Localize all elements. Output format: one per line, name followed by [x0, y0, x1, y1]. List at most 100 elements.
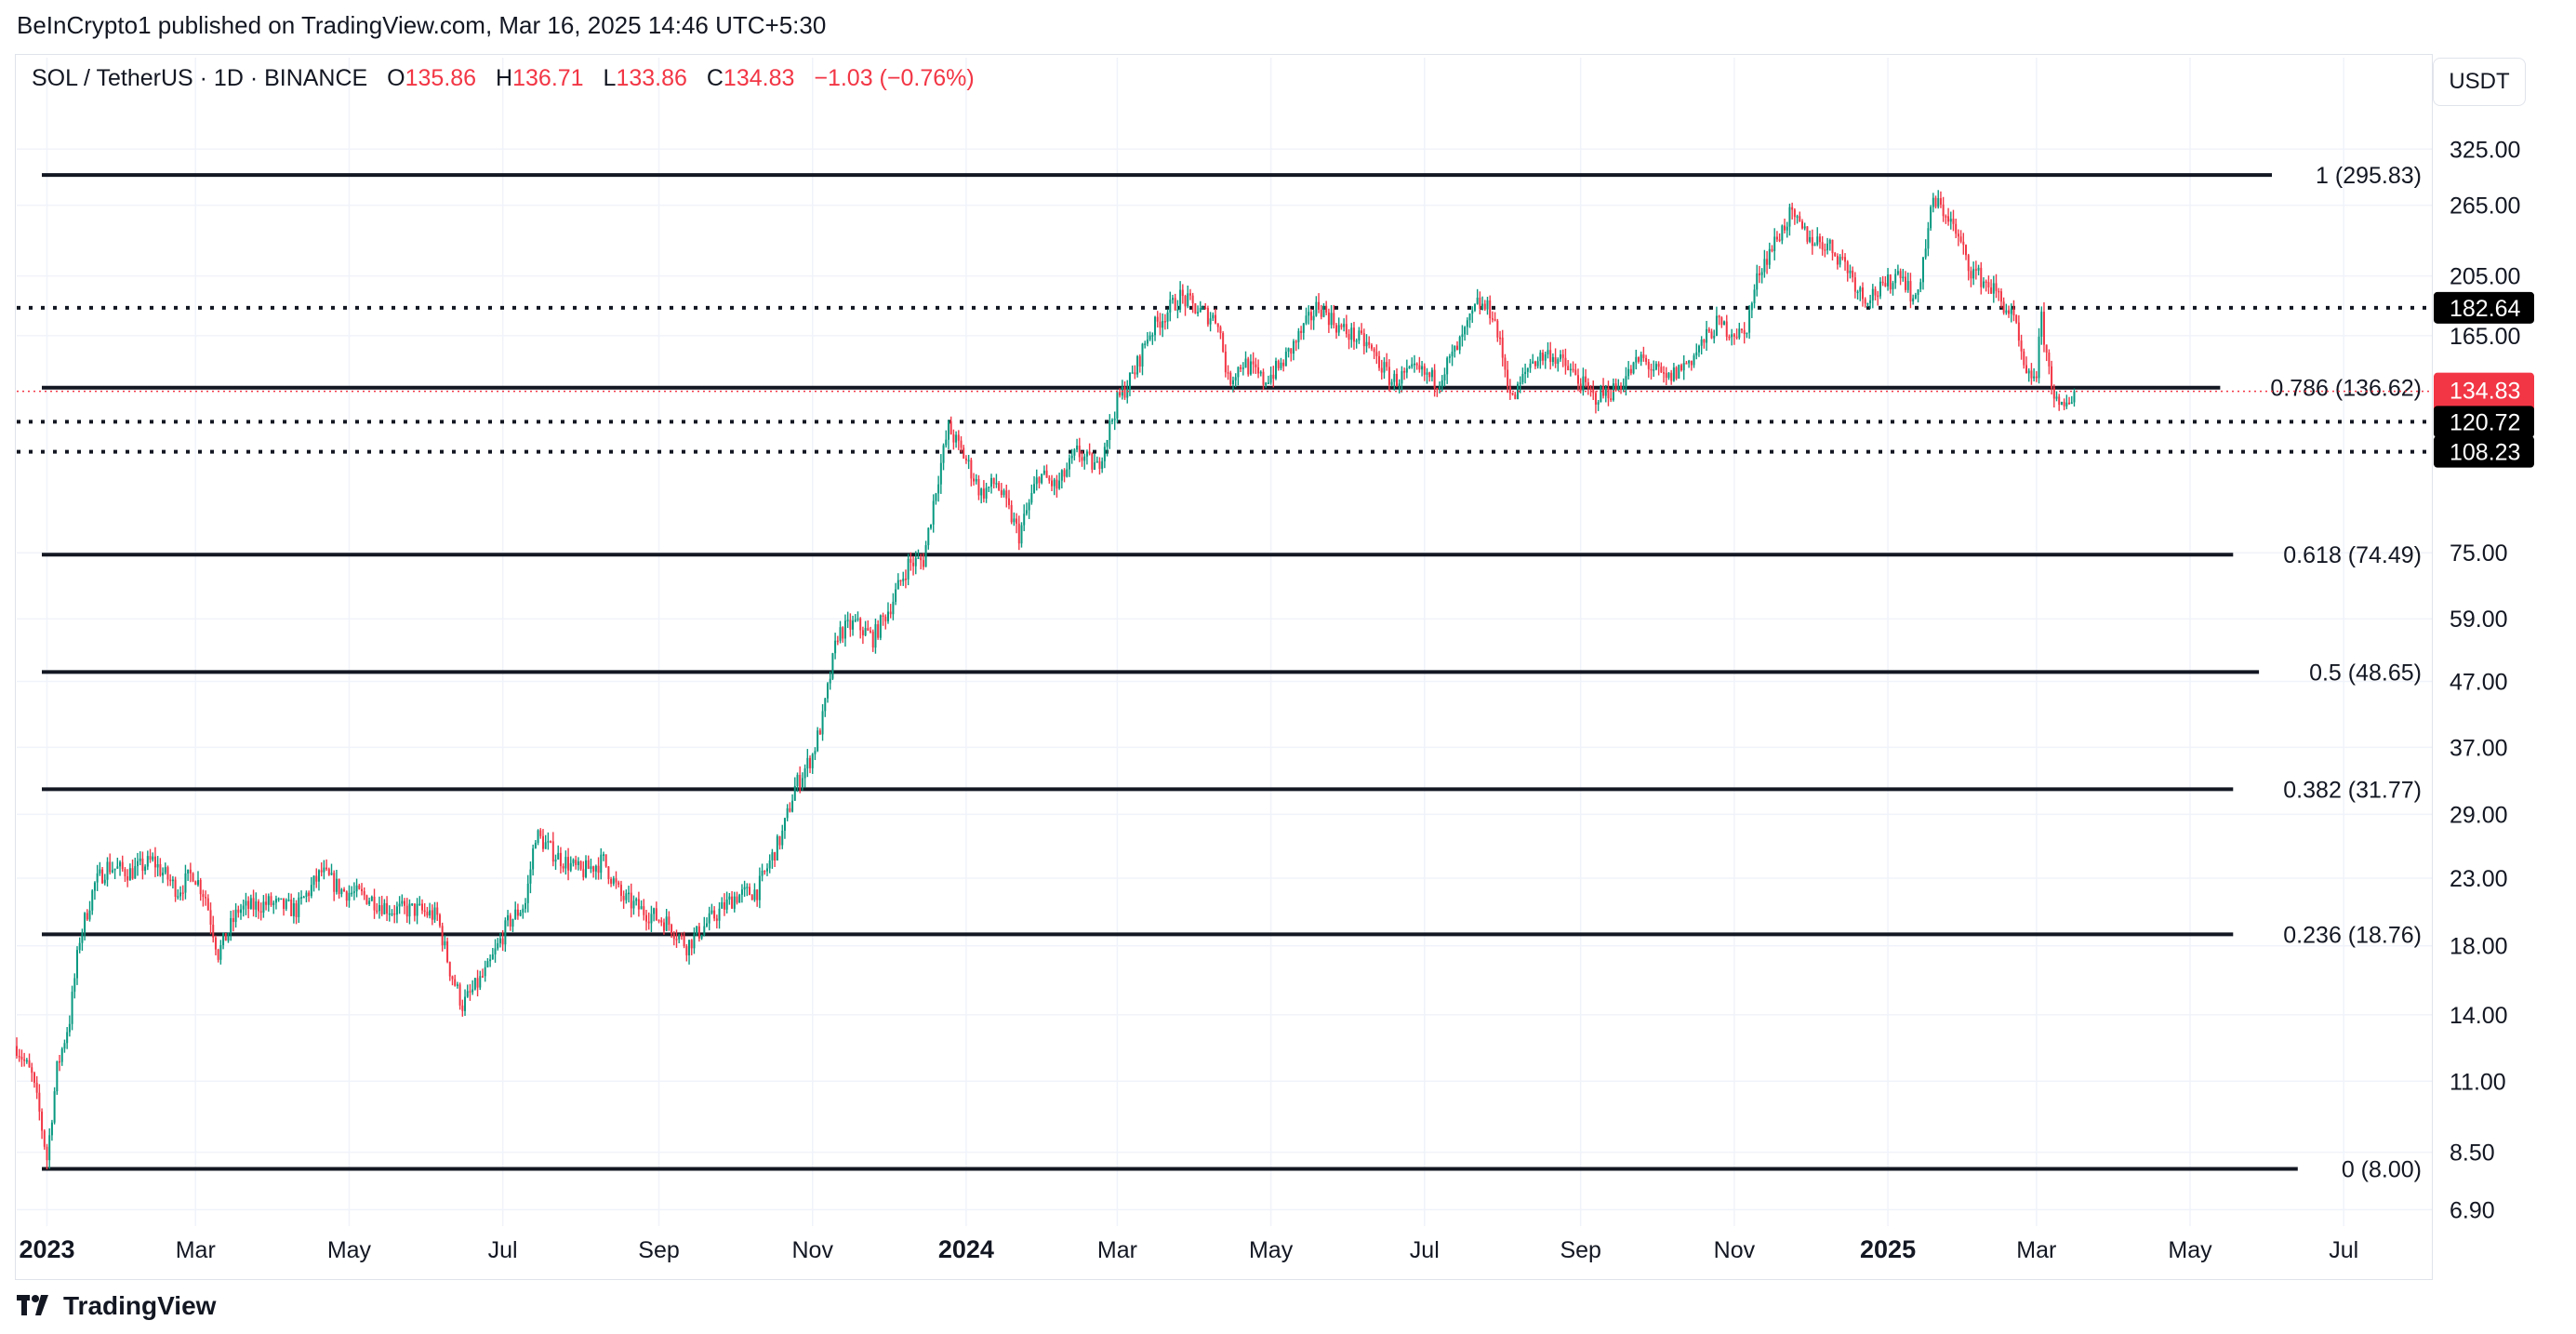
candle-body	[1156, 316, 1159, 322]
candle-body	[791, 800, 794, 812]
candle-body	[559, 852, 562, 867]
candle-body	[355, 885, 358, 892]
candle-body	[1081, 457, 1083, 461]
candle-body	[479, 976, 482, 988]
candle-body	[466, 991, 469, 997]
candle-body	[166, 867, 169, 880]
candle-body	[1800, 220, 1803, 229]
candle-body	[1378, 355, 1381, 368]
candle-body	[1725, 321, 1728, 337]
candle-body	[1454, 345, 1456, 353]
candle-body	[159, 863, 162, 876]
candle-body	[2010, 308, 2012, 314]
candle-body	[738, 894, 741, 903]
candle-body	[232, 917, 234, 923]
candle-body	[1005, 490, 1008, 499]
candle-body	[1085, 451, 1088, 457]
candle-body	[96, 873, 99, 883]
candle-body	[1308, 312, 1310, 316]
candle-body	[25, 1060, 28, 1062]
candle-body	[1514, 394, 1517, 400]
candle-body	[1265, 382, 1268, 385]
candle-body	[292, 903, 295, 916]
level-price-label: 108.23	[2450, 440, 2520, 466]
candle-body	[1710, 331, 1713, 339]
candle-body	[469, 991, 471, 993]
candle-body	[1169, 300, 1172, 313]
candle-body	[378, 905, 380, 912]
candle-body	[388, 913, 391, 915]
y-tick-label: 165.00	[2450, 324, 2520, 350]
footer-brand[interactable]: TradingView	[17, 1291, 216, 1321]
candle-body	[1733, 334, 1735, 337]
candle-body	[1187, 293, 1189, 307]
candle-body	[612, 878, 615, 884]
candle-body	[1892, 283, 1894, 290]
x-tick-label: Mar	[1097, 1237, 1137, 1263]
candle-body	[287, 900, 290, 901]
candle-body	[1481, 303, 1484, 309]
candle-body	[2027, 370, 2030, 374]
candle-body	[507, 914, 510, 921]
candle-body	[81, 932, 84, 943]
candle-body	[1073, 449, 1076, 456]
candle-body	[534, 842, 537, 849]
currency-button[interactable]: USDT	[2433, 58, 2526, 106]
candle-body	[1579, 383, 1582, 392]
y-tick-label: 205.00	[2450, 264, 2520, 290]
candle-body	[1280, 362, 1282, 368]
candle-body	[1731, 334, 1733, 338]
candle-body	[1292, 340, 1295, 354]
symbol-label[interactable]: SOL / TetherUS · 1D · BINANCE	[32, 65, 368, 91]
candle-body	[622, 896, 625, 900]
candle-body	[1781, 225, 1784, 241]
candle-body	[1405, 367, 1408, 373]
candle-body	[1585, 376, 1587, 382]
candle-body	[2012, 308, 2015, 315]
candle-body	[864, 628, 867, 635]
chart-pane[interactable]	[15, 54, 2433, 1280]
candle-body	[1290, 348, 1293, 354]
candle-body	[1181, 289, 1184, 297]
y-tick-label: 11.00	[2450, 1069, 2506, 1095]
candle-body	[1388, 367, 1390, 385]
candle-body	[1932, 197, 1934, 207]
candle-body	[1309, 312, 1312, 321]
candle-body	[1113, 418, 1116, 420]
candle-body	[1499, 337, 1502, 340]
candle-body	[325, 867, 328, 870]
candle-body	[257, 901, 259, 912]
candle-body	[870, 630, 872, 633]
candle-body	[1128, 372, 1131, 390]
candle-body	[1393, 373, 1396, 382]
candle-body	[1053, 479, 1056, 487]
candle-body	[1411, 364, 1414, 367]
candle-body	[348, 892, 351, 901]
candle-body	[725, 899, 728, 910]
candle-body	[1098, 460, 1101, 469]
candle-body	[1778, 239, 1781, 241]
candle-body	[1275, 360, 1278, 380]
candle-body	[1836, 256, 1839, 265]
candle-body	[1592, 389, 1595, 394]
candle-body	[18, 1056, 20, 1058]
candle-body	[365, 895, 368, 904]
candle-body	[1828, 239, 1831, 244]
dotted-levels	[17, 305, 2432, 454]
x-tick-label: Sep	[638, 1237, 679, 1263]
candle-body	[917, 557, 920, 559]
close-key: C	[706, 65, 724, 91]
candle-body	[1654, 364, 1657, 370]
candle-body	[1569, 368, 1572, 371]
candle-body	[305, 892, 308, 897]
candle-body	[645, 914, 648, 922]
candle-body	[1690, 360, 1693, 366]
y-tick-label: 75.00	[2450, 540, 2508, 567]
candle-body	[1657, 364, 1660, 367]
candle-body	[920, 557, 923, 561]
candle-body	[1455, 345, 1458, 351]
change-value: −1.03 (−0.76%)	[814, 65, 975, 91]
candle-body	[1856, 291, 1859, 294]
candle-body	[1786, 226, 1788, 231]
